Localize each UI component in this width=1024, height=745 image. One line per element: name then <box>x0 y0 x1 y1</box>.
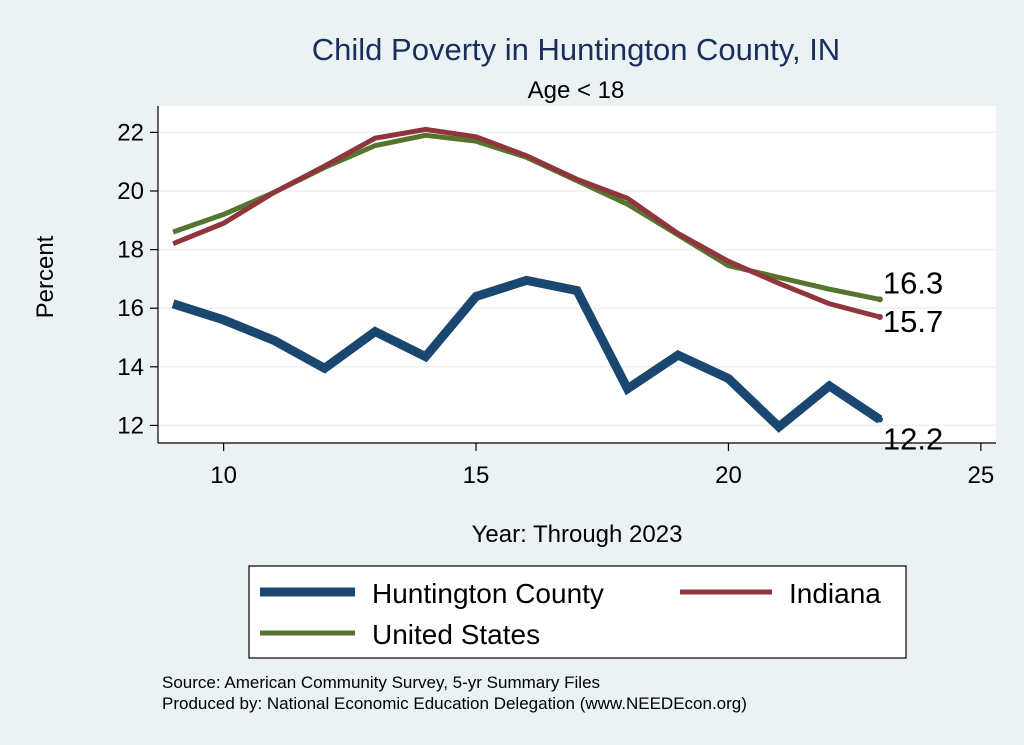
y-tick-label: 12 <box>117 412 144 439</box>
series-lines <box>171 126 883 433</box>
end-marker-united-states <box>876 296 883 303</box>
source-note: Source: American Community Survey, 5-yr … <box>162 673 600 692</box>
x-axis-title: Year: Through 2023 <box>472 521 683 548</box>
gridlines <box>158 131 996 427</box>
chart-title: Child Poverty in Huntington County, IN <box>312 32 840 67</box>
x-tick-label: 20 <box>715 462 742 489</box>
end-marker-huntington-county <box>876 416 883 423</box>
series-line-huntington-county <box>171 275 883 433</box>
end-marker-indiana <box>876 313 883 320</box>
end-labels: 12.2 15.7 16.3 <box>883 265 943 456</box>
x-tick-label: 15 <box>463 462 490 489</box>
y-tick-label: 14 <box>117 354 144 381</box>
y-axis-title: Percent <box>32 235 59 318</box>
y-tick-label: 20 <box>117 178 144 205</box>
y-tick-label: 18 <box>117 237 144 264</box>
chart-subtitle: Age < 18 <box>528 77 625 104</box>
x-tick-label: 10 <box>210 462 237 489</box>
end-label-huntington-county: 12.2 <box>883 422 943 457</box>
series-line-indiana <box>172 126 881 320</box>
producer-note: Produced by: National Economic Education… <box>162 694 747 713</box>
plot-area <box>158 106 996 443</box>
end-label-indiana: 15.7 <box>883 304 943 339</box>
end-label-united-states: 16.3 <box>883 265 943 300</box>
legend-box <box>248 565 907 659</box>
axes: 12 14 16 18 20 22 10 15 20 25 <box>117 106 996 489</box>
legend-label-indiana: Indiana <box>789 578 881 609</box>
legend-label-united-states: United States <box>372 619 540 650</box>
legend: Huntington County Indiana United States <box>248 565 907 659</box>
x-tick-label: 25 <box>968 462 995 489</box>
legend-label-huntington-county: Huntington County <box>372 578 604 609</box>
y-tick-label: 16 <box>117 295 144 322</box>
y-tick-label: 22 <box>117 119 144 146</box>
